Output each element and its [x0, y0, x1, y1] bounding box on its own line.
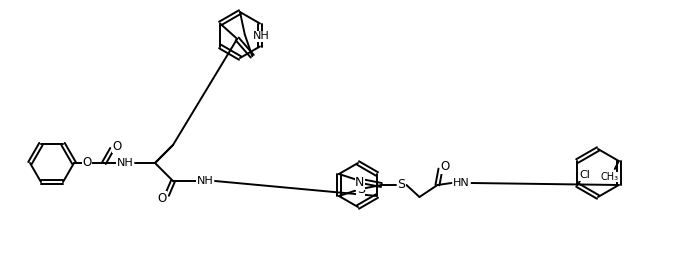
- Text: HN: HN: [453, 178, 470, 188]
- Text: O: O: [157, 191, 167, 205]
- Text: Cl: Cl: [580, 170, 591, 180]
- Text: O: O: [441, 161, 450, 173]
- Text: CH₃: CH₃: [601, 172, 619, 182]
- Text: NH: NH: [253, 31, 269, 41]
- Text: O: O: [82, 157, 91, 169]
- Text: NH: NH: [117, 158, 133, 168]
- Text: N: N: [355, 176, 364, 189]
- Text: O: O: [112, 139, 121, 153]
- Text: S: S: [357, 183, 365, 196]
- Text: S: S: [397, 178, 406, 191]
- Text: NH: NH: [197, 176, 214, 186]
